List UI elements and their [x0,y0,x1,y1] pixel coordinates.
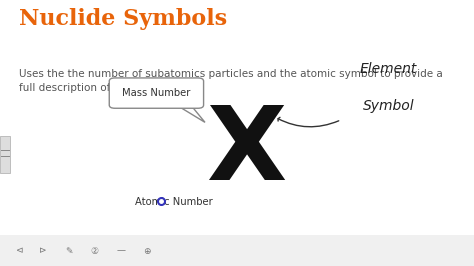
Text: ⊕: ⊕ [143,247,151,256]
Text: Nuclide Symbols: Nuclide Symbols [19,8,227,30]
FancyBboxPatch shape [0,136,10,173]
Text: ⊳: ⊳ [39,247,46,256]
Text: Mass Number: Mass Number [122,88,191,98]
Text: —: — [117,247,125,256]
Text: Element: Element [360,62,418,76]
FancyBboxPatch shape [0,235,474,266]
Text: X: X [206,101,287,202]
Text: Symbol: Symbol [363,99,414,113]
FancyBboxPatch shape [109,78,203,108]
Polygon shape [176,105,205,122]
Text: ②: ② [91,247,99,256]
Text: ✎: ✎ [65,247,73,256]
Text: Uses the the number of subatomics particles and the atomic symbol to provide a
f: Uses the the number of subatomics partic… [19,69,443,93]
Text: Atomic Number: Atomic Number [135,197,213,207]
Text: ⊲: ⊲ [15,247,23,256]
